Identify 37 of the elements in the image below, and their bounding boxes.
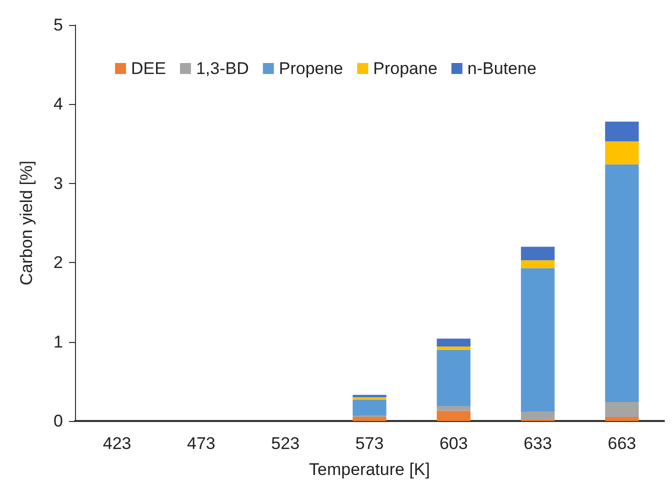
bar: [436, 338, 470, 347]
bar: [605, 122, 639, 142]
bar: [605, 417, 639, 421]
y-tick-label: 5: [54, 16, 63, 34]
y-axis-title: Carbon yield [%]: [17, 160, 36, 286]
legend-label: Propane: [373, 59, 438, 78]
bar: [352, 400, 386, 416]
bar: [436, 410, 470, 421]
bar: [352, 397, 386, 400]
bar: [520, 268, 555, 412]
x-tick-label: 423: [102, 434, 132, 453]
x-tick-label: 523: [271, 434, 300, 453]
y-tick-label: 3: [54, 174, 63, 193]
bar: [352, 417, 386, 421]
bar: [605, 164, 639, 402]
x-tick-label: 663: [608, 434, 636, 453]
bar: [436, 406, 470, 411]
y-tick-label: 2: [54, 253, 63, 272]
x-tick-label: 603: [439, 434, 468, 453]
bar: [436, 350, 470, 406]
y-tick-label: 1: [54, 332, 63, 352]
bar: [520, 411, 555, 420]
x-tick-label: 473: [187, 434, 216, 453]
bar: [520, 260, 555, 268]
bar: [605, 402, 639, 418]
y-tick-label: 0: [54, 412, 63, 430]
y-tick-label: 4: [54, 94, 63, 114]
legend-label: n-Butene: [467, 59, 536, 78]
x-tick-label: 573: [355, 434, 384, 453]
x-tick-label: 633: [524, 434, 552, 453]
bar: [436, 346, 470, 350]
legend-label: Propene: [278, 59, 344, 78]
x-axis-title: Temperature [K]: [309, 460, 430, 479]
legend-label: DEE: [131, 59, 166, 78]
legend-label: 1,3-BD: [196, 59, 249, 78]
bar: [520, 246, 555, 260]
bar: [605, 141, 639, 164]
